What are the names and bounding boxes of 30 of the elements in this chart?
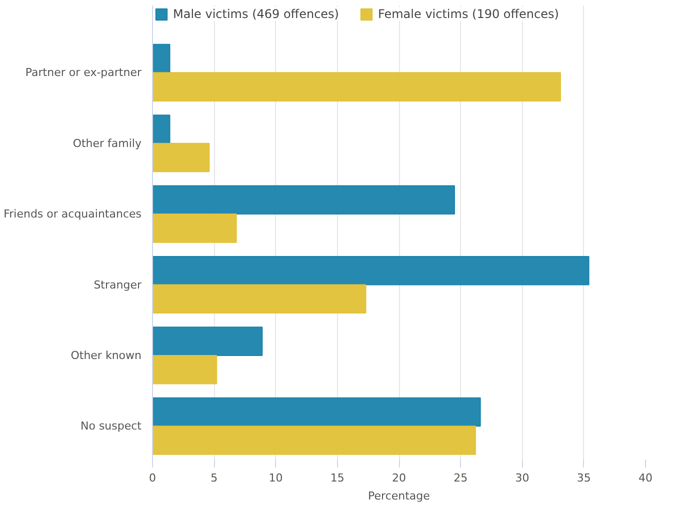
bar <box>152 185 455 215</box>
x-tick-label: 10 <box>268 472 283 484</box>
bar <box>152 354 218 384</box>
bar <box>152 426 476 455</box>
x-axis-title: Percentage <box>368 490 430 502</box>
bar <box>152 114 170 144</box>
y-tick-label: Partner or ex-partner <box>25 66 142 80</box>
x-tick-label: 40 <box>638 472 652 484</box>
bar <box>152 397 481 427</box>
bar <box>152 214 237 243</box>
bar <box>152 44 170 74</box>
x-tick-label: 30 <box>515 472 530 484</box>
x-tick-label: 20 <box>392 472 406 484</box>
bar <box>152 256 590 286</box>
y-tick-label: Other known <box>70 348 142 362</box>
x-tick-label: 35 <box>576 472 591 484</box>
x-tick-label: 5 <box>210 472 218 484</box>
bar <box>152 142 210 172</box>
y-tick-label: Other family <box>72 136 142 150</box>
bar <box>152 326 263 356</box>
legend-label: Male victims (469 offences) <box>173 7 339 21</box>
y-tick-label: No suspect <box>80 420 142 433</box>
legend-label: Female victims (190 offences) <box>378 7 559 21</box>
x-tick-label: 25 <box>454 472 468 484</box>
bar <box>152 284 366 314</box>
y-tick-label: Friends or acquaintances <box>4 208 142 221</box>
bar <box>152 72 561 102</box>
x-tick-label: 15 <box>330 472 344 484</box>
y-tick-label: Stranger <box>94 278 142 292</box>
x-tick-label: 0 <box>149 472 156 484</box>
